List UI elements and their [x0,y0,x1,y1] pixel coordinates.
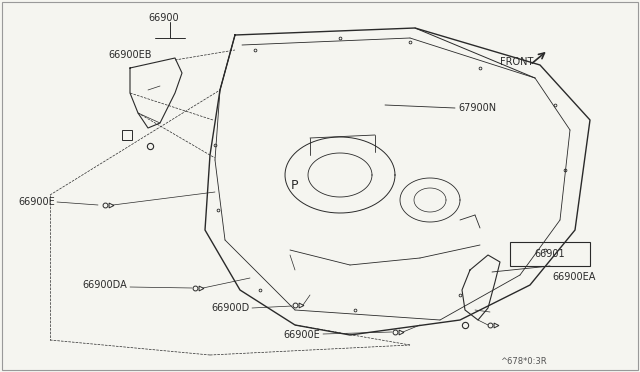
Text: P: P [291,179,299,192]
Text: 66900E: 66900E [284,330,320,340]
Text: 66901: 66901 [534,249,565,259]
Text: 66900D: 66900D [212,303,250,313]
Text: 66900DA: 66900DA [83,280,127,290]
Text: 66900: 66900 [148,13,179,23]
Text: ^678*0:3R: ^678*0:3R [500,357,547,366]
Bar [122,130,132,140]
Text: FRONT: FRONT [500,57,533,67]
Text: 66900EB: 66900EB [108,50,152,60]
Text: 66900EA: 66900EA [552,272,595,282]
Bar [510,242,590,266]
Text: 67900N: 67900N [458,103,496,113]
Text: 66900E: 66900E [19,197,55,207]
